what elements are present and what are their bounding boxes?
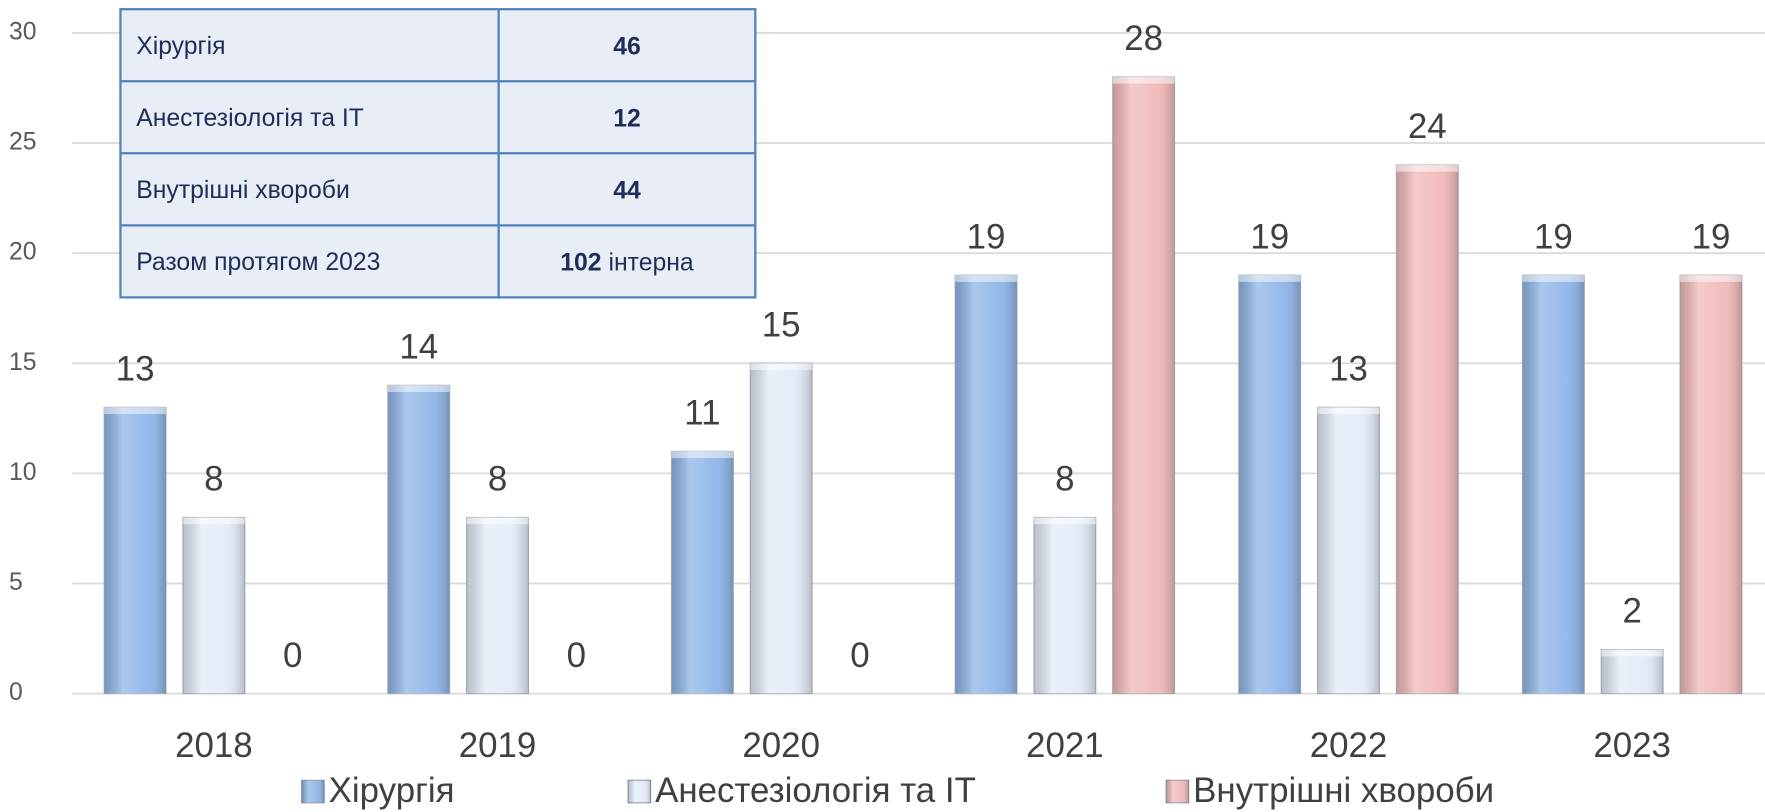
x-tick-label: 2019: [459, 726, 537, 765]
table-label: Хірургія: [136, 33, 225, 60]
table-label: Анестезіологія та ІТ: [136, 105, 364, 132]
bar-shade: [750, 363, 813, 694]
legend-label: Анестезіологія та ІТ: [655, 771, 976, 810]
data-label: 13: [116, 349, 155, 388]
bar-shade: [1033, 517, 1096, 694]
legend-marker-shade: [301, 780, 325, 803]
data-label: 8: [1055, 460, 1074, 499]
data-label: 2: [1622, 592, 1641, 631]
x-tick-label: 2021: [1026, 726, 1104, 765]
bar-shade: [1112, 76, 1175, 694]
summary-table: Хірургія 46 Анестезіологія та ІТ 12 Внутрішн…: [119, 8, 757, 299]
bar-shade: [182, 517, 245, 694]
data-label: 8: [488, 460, 507, 499]
table-value-number: 44: [613, 177, 641, 204]
data-label: 15: [762, 305, 801, 344]
legend-label: Хірургія: [329, 771, 455, 810]
bar-shade: [466, 517, 529, 694]
data-label: 8: [204, 460, 223, 499]
bar-cap: [955, 275, 1018, 282]
bar-shade: [1317, 407, 1380, 694]
bar-shade: [104, 407, 167, 694]
bar-shade: [1680, 275, 1742, 694]
table-label: Внутрішні хвороби: [136, 177, 350, 204]
bar-cap: [1112, 76, 1175, 84]
bar-cap: [1033, 517, 1096, 525]
x-tick-label: 2023: [1593, 726, 1671, 765]
bar-shade: [387, 385, 450, 694]
y-tick-label: 30: [9, 18, 37, 45]
data-label: 24: [1408, 107, 1447, 146]
x-tick-label: 2020: [742, 726, 820, 765]
bar-cap: [1396, 165, 1459, 172]
table-value-number: 46: [613, 33, 641, 60]
data-label: 19: [1250, 217, 1289, 256]
data-label: 0: [850, 636, 869, 675]
bar-cap: [182, 517, 245, 525]
x-tick-label: 2022: [1310, 726, 1388, 765]
legend-marker-shade: [628, 780, 651, 803]
data-label: 19: [967, 217, 1006, 256]
bar-cap: [1238, 275, 1301, 282]
table-value-number: 102: [560, 249, 601, 276]
bar-cap: [1680, 275, 1742, 282]
legend-marker-shade: [1166, 780, 1189, 803]
y-tick-label: 20: [9, 239, 37, 266]
y-tick-label: 5: [9, 569, 23, 596]
y-tick-label: 10: [9, 459, 37, 486]
y-tick-label: 25: [9, 129, 37, 156]
table-value: 44: [613, 177, 641, 204]
table-label: Разом протягом 2023: [136, 249, 380, 276]
bar-shade: [1522, 275, 1585, 694]
bar-shade: [955, 275, 1018, 694]
bar-shade: [1238, 275, 1301, 694]
data-label: 11: [684, 394, 720, 433]
data-label: 19: [1692, 217, 1731, 256]
data-label: 0: [283, 636, 302, 675]
y-tick-label: 0: [9, 679, 23, 706]
data-label: 14: [399, 327, 438, 366]
bar-shade: [1396, 165, 1459, 694]
bar-cap: [387, 385, 450, 393]
table-value-number: 12: [613, 105, 641, 132]
bar-cap: [466, 517, 529, 525]
bar-cap: [104, 407, 167, 415]
bar-cap: [671, 451, 734, 459]
y-tick-label: 15: [9, 349, 37, 376]
table-value-unit: інтерна: [608, 249, 693, 276]
bar-cap: [1522, 275, 1585, 282]
bar-cap: [1317, 407, 1380, 415]
bar-cap: [750, 363, 813, 370]
bar-cap: [1601, 649, 1664, 657]
x-tick-label: 2018: [175, 726, 253, 765]
data-label: 13: [1329, 349, 1368, 388]
table-value: 102 інтерна: [560, 249, 694, 276]
data-label: 0: [567, 636, 586, 675]
data-label: 19: [1534, 217, 1573, 256]
legend-label: Внутрішні хвороби: [1193, 771, 1494, 810]
bar-shade: [1601, 649, 1664, 694]
bar-shade: [671, 451, 734, 694]
data-label: 28: [1124, 19, 1163, 58]
table-value: 12: [613, 105, 641, 132]
table-value: 46: [613, 33, 641, 60]
